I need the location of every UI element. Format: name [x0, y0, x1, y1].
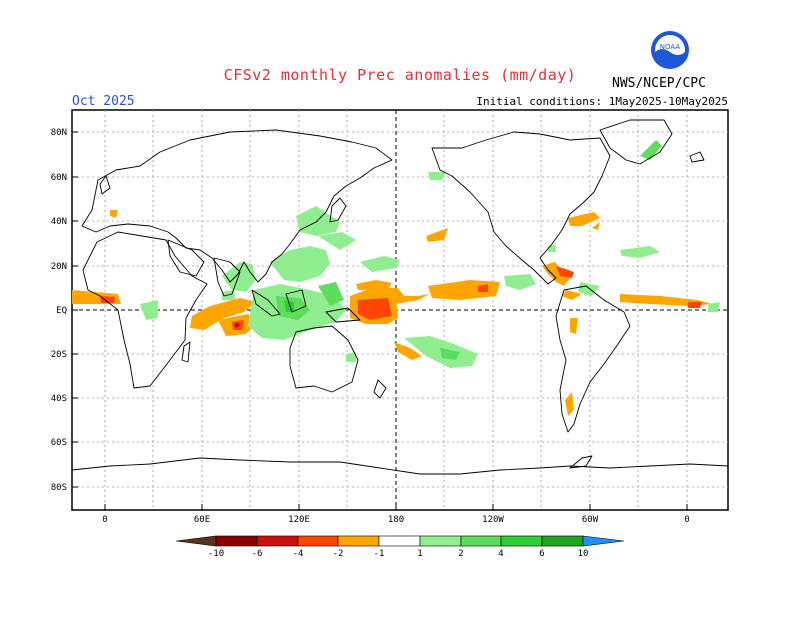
dry-anomaly-central-america [542, 262, 570, 286]
wet-anomaly-east-asia [270, 246, 330, 282]
coast-madagascar [181, 341, 191, 363]
dry-anomaly-indian-ocean [190, 298, 256, 330]
lon-label: 60W [582, 515, 599, 525]
wet-anomaly-caribbean [504, 274, 536, 290]
lat-label: 80N [51, 128, 67, 138]
logo-text: NOAA [660, 43, 681, 51]
coastlines [71, 119, 729, 475]
coast-india [213, 257, 241, 297]
org-label: NWS/NCEP/CPC [612, 76, 706, 91]
chart-title: CFSv2 monthly Prec anomalies (mm/day) [223, 66, 577, 84]
wet-anomaly-atlantic [620, 246, 660, 258]
wet-anomaly-japan [296, 206, 340, 236]
cb-label: 10 [578, 549, 589, 559]
cb-6-10 [541, 535, 584, 547]
lat-label: 60S [51, 438, 67, 448]
cb-label: 6 [539, 549, 544, 559]
coast-eurasia [81, 129, 393, 283]
forecast-month: Oct 2025 [72, 94, 135, 109]
lon-axis: 0 60E 120E 180 120W 60W 0 [102, 504, 690, 525]
lon-label: 0 [102, 515, 107, 525]
dry-core-africa-west [100, 296, 115, 303]
coast-sumatra [251, 289, 281, 317]
colorbar [175, 535, 625, 547]
lat-label: 20N [51, 262, 67, 272]
lon-label: 120E [288, 515, 310, 525]
anomaly-fields [72, 140, 720, 416]
cb-label: -4 [293, 549, 304, 559]
coast-new-guinea [325, 307, 361, 323]
lat-label: EQ [56, 306, 67, 316]
dry-anomaly-north-atlantic [568, 212, 600, 226]
noaa-logo: NOAA [651, 31, 689, 69]
coast-arabia [167, 239, 205, 277]
cb-2-4 [460, 535, 502, 547]
cb-2-1 [337, 535, 380, 547]
cb-4-6 [500, 535, 543, 547]
wet-anomaly-nw-pacific [360, 256, 400, 272]
initial-conditions: Initial conditions: 1May2025-10May2025 [476, 95, 728, 108]
dry-core-indian-ocean-center [234, 322, 240, 328]
coast-new-zealand [373, 379, 387, 399]
coast-antarctica [71, 457, 729, 475]
dry-band-pacific-north [356, 280, 392, 290]
dry-anomaly-south-pacific [394, 342, 422, 360]
coast-africa [82, 231, 208, 389]
cb-label: -6 [252, 549, 263, 559]
cb-4-2 [297, 535, 339, 547]
coast-japan [329, 197, 347, 223]
dry-anomaly-east-pacific [428, 280, 500, 300]
cb-label: -1 [374, 549, 385, 559]
lon-label: 120W [482, 515, 504, 525]
cb-6-4 [256, 535, 299, 547]
coast-north-america [431, 131, 611, 285]
coast-greenland [599, 119, 673, 165]
lat-label: 60N [51, 173, 67, 183]
lon-label: 60E [194, 515, 210, 525]
coast-uk [99, 175, 111, 195]
cb-label: 4 [498, 549, 503, 559]
coast-iceland [689, 151, 705, 163]
cb-label: -2 [333, 549, 344, 559]
colorbar-labels: -10 -6 -4 -2 -1 1 2 4 6 10 [208, 549, 589, 559]
cb-10-6 [215, 535, 258, 547]
coast-south-america [555, 285, 631, 433]
cb-label: 1 [417, 549, 422, 559]
lat-label: 20S [51, 350, 67, 360]
cb-1-2 [419, 535, 462, 547]
wet-anomaly-south-asia [222, 262, 256, 292]
cb-label: -10 [208, 549, 224, 559]
coast-australia [289, 325, 359, 393]
cb-lt-10 [175, 535, 217, 547]
lon-label: 180 [388, 515, 404, 525]
lat-label: 40S [51, 394, 67, 404]
wet-anomaly-greenland [640, 140, 662, 160]
coast-borneo [285, 289, 307, 313]
lat-label: 80S [51, 483, 67, 493]
cb-gt10 [582, 535, 625, 547]
lon-label: 0 [684, 515, 689, 525]
cb-1-1 [378, 535, 421, 547]
coast-antarctic-peninsula [569, 455, 593, 469]
lat-label: 40N [51, 217, 67, 227]
lat-axis: 80N 60N 40N 20N EQ 20S 40S 60S 80S [51, 128, 78, 493]
dry-core-central-pacific [358, 298, 392, 320]
cb-label: 2 [458, 549, 463, 559]
